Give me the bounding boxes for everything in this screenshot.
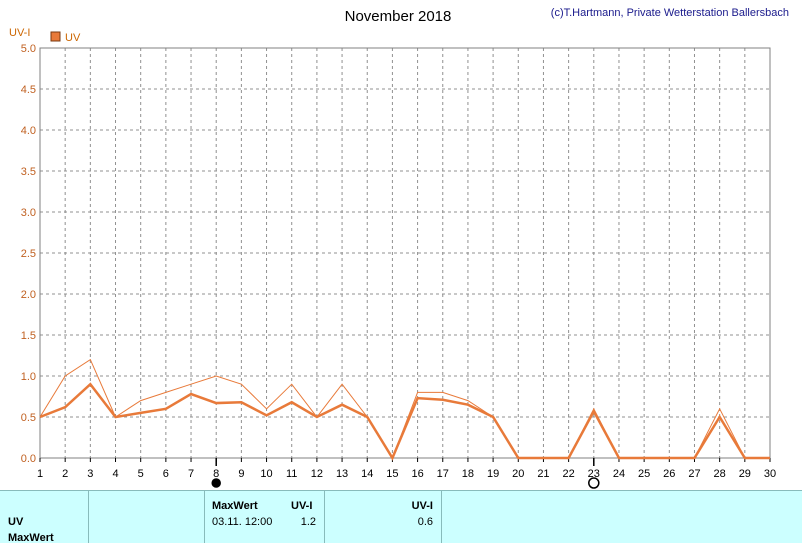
y-tick-label: 1.0 xyxy=(21,371,36,383)
x-tick-label: 21 xyxy=(537,468,549,480)
x-tick-label: 11 xyxy=(286,468,297,480)
x-tick-label: 1 xyxy=(37,468,43,480)
y-tick-label: 1.5 xyxy=(21,330,36,342)
y-tick-label: 3.5 xyxy=(21,166,36,178)
copyright-text: (c)T.Hartmann, Private Wetterstation Bal… xyxy=(551,7,789,19)
moon-phase-markers xyxy=(211,458,600,489)
x-tick-label: 12 xyxy=(311,468,323,480)
x-tick-label: 6 xyxy=(163,468,169,480)
x-tick-label: 18 xyxy=(462,468,474,480)
x-tick-label: 23 xyxy=(588,468,600,480)
x-tick-label: 14 xyxy=(361,468,373,480)
y-tick-label: 3.0 xyxy=(21,207,36,219)
footer-column-labels: UV MaxWert xyxy=(0,491,89,544)
chart-series xyxy=(39,358,770,461)
x-tick-label: 2 xyxy=(62,468,68,480)
x-tick-label: 27 xyxy=(688,468,700,480)
max-value: 1.2 xyxy=(300,516,316,528)
x-tick-label: 7 xyxy=(188,468,194,480)
y-axis-label: UV-I xyxy=(9,27,30,39)
series-line-uv-max xyxy=(39,358,770,460)
y-axis-ticks: 0.0 0.5 1.0 1.5 2.0 2.5 3.0 3.5 4.0 4.5 5.0 xyxy=(21,43,36,465)
x-tick-label: 30 xyxy=(764,468,776,480)
header-maxwert: MaxWert xyxy=(212,500,258,512)
x-tick-label: 9 xyxy=(238,468,244,480)
y-tick-label: 2.0 xyxy=(21,289,36,301)
x-tick-label: 19 xyxy=(487,468,499,480)
plot-area-border xyxy=(39,47,771,459)
x-tick-label: 4 xyxy=(112,468,118,480)
legend-swatch-uv xyxy=(50,31,61,42)
y-tick-label: 4.0 xyxy=(21,125,36,137)
legend-label-uv: UV xyxy=(65,32,81,44)
x-tick-label: 16 xyxy=(411,468,423,480)
chart-grid xyxy=(40,48,770,458)
x-tick-label: 22 xyxy=(562,468,574,480)
footer-column-maxwert: MaxWert UV-I 03.11. 12:00 1.2 xyxy=(205,491,325,543)
x-tick-label: 13 xyxy=(336,468,348,480)
x-tick-label: 3 xyxy=(87,468,93,480)
x-tick-label: 10 xyxy=(260,468,272,480)
avg-value: 0.6 xyxy=(417,516,433,528)
y-tick-label: 2.5 xyxy=(21,248,36,260)
x-axis-ticks: 1 2 3 4 5 6 7 8 9 10 11 12 13 14 15 16 17 18 19 20 21 22 23 24 2… xyxy=(37,458,776,480)
header-uvi: UV-I xyxy=(291,500,313,512)
x-tick-label: 17 xyxy=(437,468,449,480)
x-tick-label: 25 xyxy=(638,468,650,480)
series-line-uv xyxy=(39,382,770,461)
data-summary-table: UV MaxWert MaxWert UV-I 03.11. 12:00 1.2… xyxy=(0,490,802,544)
footer-column-empty xyxy=(89,491,205,543)
x-tick-label: 5 xyxy=(138,468,144,480)
x-tick-label: 20 xyxy=(512,468,524,480)
full-moon-icon xyxy=(588,477,600,489)
header-uvi-2: UV-I xyxy=(411,500,433,512)
x-tick-label: 8 xyxy=(213,468,219,480)
y-tick-label: 5.0 xyxy=(21,43,36,55)
new-moon-icon xyxy=(211,478,221,488)
x-tick-label: 28 xyxy=(714,468,726,480)
y-tick-label: 0.5 xyxy=(21,412,36,424)
footer-column-average: UV-I 0.6 xyxy=(325,491,442,543)
row-label-maxwert: MaxWert xyxy=(8,532,54,544)
row-label-uv: UV xyxy=(8,516,24,528)
x-tick-label: 26 xyxy=(663,468,675,480)
max-date: 03.11. 12:00 xyxy=(212,516,273,528)
x-tick-label: 24 xyxy=(613,468,625,480)
y-tick-label: 0.0 xyxy=(21,453,36,465)
x-tick-label: 29 xyxy=(739,468,751,480)
chart-title: November 2018 xyxy=(345,8,452,25)
y-tick-label: 4.5 xyxy=(21,84,36,96)
x-tick-label: 15 xyxy=(386,468,398,480)
